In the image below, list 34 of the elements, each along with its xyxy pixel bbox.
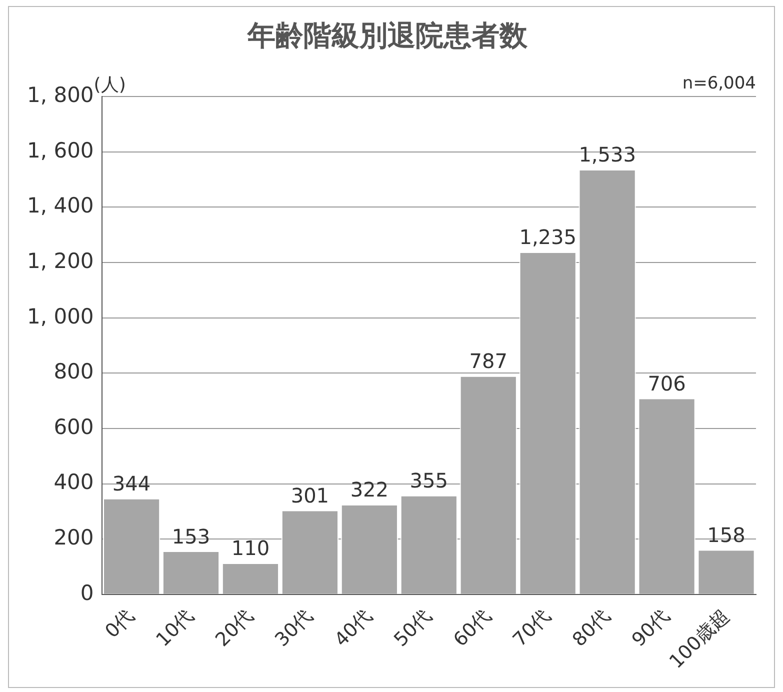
data-label: 355 — [410, 468, 448, 492]
y-tick-label: 600 — [54, 414, 94, 439]
text: n=6,004 — [682, 74, 756, 94]
x-tick-label: 10代 — [152, 604, 198, 651]
y-tick-label: 1, 200 — [26, 248, 94, 273]
y-tick-label: 800 — [54, 360, 94, 384]
x-tick-label: 70代 — [508, 604, 555, 651]
data-label: 344 — [112, 471, 151, 496]
data-label: 153 — [172, 524, 210, 548]
data-label: 706 — [648, 371, 686, 396]
y-tick-label: 1, 000 — [26, 304, 94, 328]
x-tick-label: 60代 — [449, 604, 496, 651]
x-tick-label: 20代 — [211, 604, 258, 651]
data-label: 110 — [231, 536, 270, 560]
x-tick-label: 90代 — [628, 604, 674, 651]
x-tick-label: 50代 — [390, 604, 436, 651]
x-tick-label: 0代 — [101, 604, 139, 642]
y-tick-label: 400 — [54, 470, 94, 494]
data-label: 301 — [290, 483, 330, 508]
y-tick-label: 0 — [80, 580, 94, 605]
x-tick-label: 30代 — [270, 604, 317, 651]
x-tick-label: 40代 — [330, 604, 376, 651]
data-label: 787 — [469, 348, 508, 373]
chart-title: 年齢階級別退院患者数 — [246, 19, 528, 52]
y-tick-label: 200 — [54, 526, 94, 550]
data-label: 322 — [350, 478, 389, 502]
data-label: 1,533 — [578, 142, 636, 167]
data-label: 1,235 — [519, 225, 576, 250]
y-axis-title: (人) — [94, 74, 126, 96]
x-tick-label: 80代 — [568, 604, 614, 651]
data-label: 158 — [707, 522, 746, 547]
y-tick-label: 1, 800 — [26, 83, 94, 108]
y-tick-label: 1, 600 — [26, 138, 94, 162]
y-tick-label: 1, 400 — [26, 194, 94, 218]
